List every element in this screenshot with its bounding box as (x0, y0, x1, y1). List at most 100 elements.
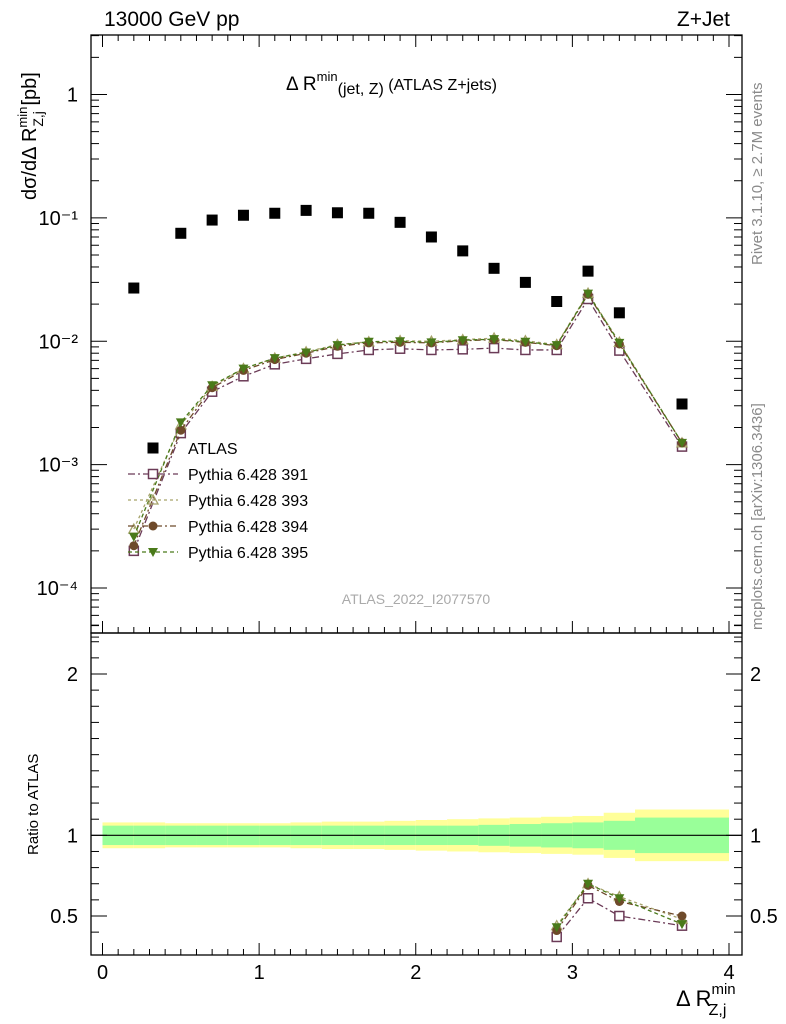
point-data (128, 282, 140, 294)
point-data (300, 204, 312, 216)
point-p395 (301, 348, 312, 358)
plot-title: Δ Rmin(jet, Z) (ATLAS Z+jets) (286, 69, 497, 98)
x-tick-label: 0 (97, 962, 108, 984)
main-y-label-suffix: [pb] (19, 72, 41, 111)
plot-title-suffix: (ATLAS Z+jets) (384, 77, 497, 94)
main-y-label-sup: min (15, 107, 30, 128)
y-tick-label: 10⁻³ (39, 455, 79, 477)
point-data (488, 262, 500, 274)
point-data (394, 216, 406, 228)
point-data (676, 398, 688, 410)
y-tick-label: 10⁻¹ (39, 208, 79, 230)
point-p395 (332, 341, 343, 351)
point-p395 (489, 335, 500, 345)
legend-label-p391: Pythia 6.428 391 (188, 467, 308, 484)
ratio-y-tick-label-left: 2 (67, 664, 78, 686)
legend-marker-p391 (147, 468, 159, 480)
ratio-y-tick-label-right: 2 (750, 664, 761, 686)
side-text-rivet: Rivet 3.1.10, ≥ 2.7M events (749, 83, 766, 266)
point-p395 (363, 337, 374, 347)
legend-marker-data (147, 442, 159, 454)
series-line-p391 (133, 297, 683, 552)
ratio-point-p391 (614, 910, 625, 922)
point-data (331, 207, 343, 219)
main-panel: 10⁻⁴ 10⁻³ 10⁻² 10⁻¹ 1 (37, 34, 743, 638)
x-label-sup: min (711, 981, 735, 998)
legend-item-p391: Pythia 6.428 391 (128, 467, 308, 484)
point-data (363, 207, 375, 219)
legend-item-p395: Pythia 6.428 395 (128, 545, 308, 562)
header-process: Z+Jet (677, 8, 730, 31)
ratio-series-p395 (551, 879, 688, 933)
point-p394 (176, 425, 186, 435)
point-data (613, 307, 625, 319)
x-tick-label: 2 (410, 962, 421, 984)
legend-item-data: ATLAS (147, 441, 238, 458)
point-data (551, 295, 563, 307)
point-p395 (128, 532, 139, 542)
point-p395 (175, 418, 186, 428)
legend-item-p394: Pythia 6.428 394 (128, 519, 308, 536)
point-p395 (614, 338, 625, 348)
point-p395 (551, 341, 562, 351)
series-data (128, 204, 688, 410)
x-label-sub: Z,j (709, 1002, 727, 1019)
ratio-y-tick-label-right: 1 (750, 825, 761, 847)
x-tick-label: 3 (567, 962, 578, 984)
x-label-prefix: Δ R (676, 986, 711, 1011)
plot-title-prefix: Δ R (286, 74, 317, 95)
point-p395 (238, 364, 249, 374)
point-p394 (129, 541, 139, 551)
ratio-point-p395 (551, 923, 562, 933)
legend-label-p395: Pythia 6.428 395 (188, 545, 308, 562)
legend-marker-p395 (148, 548, 158, 557)
point-p395 (457, 336, 468, 346)
main-frame (90, 34, 743, 634)
series-p394 (129, 289, 687, 551)
point-p395 (583, 289, 594, 299)
series-p391 (128, 293, 688, 557)
y-tick-label: 10⁻² (39, 331, 79, 353)
x-tick-label: 4 (723, 962, 734, 984)
ratio-point-p391 (582, 893, 594, 904)
point-p395 (677, 438, 688, 448)
legend-item-p393: Pythia 6.428 393 (128, 493, 308, 510)
point-p391 (488, 342, 500, 354)
point-data (206, 214, 218, 226)
series-p395 (128, 289, 688, 542)
legend-marker-p393 (146, 493, 160, 505)
ratio-y-tick-label-left: 0.5 (50, 906, 78, 928)
ratio-point-p395 (614, 894, 625, 904)
point-data (519, 276, 531, 288)
point-p395 (395, 337, 406, 347)
plot-title-sub: (jet, Z) (338, 81, 384, 98)
point-p395 (426, 338, 437, 348)
y-tick-label: 1 (67, 85, 78, 107)
plot-title-sup: min (317, 69, 338, 84)
ratio-y-axis-label: Ratio to ATLAS (25, 754, 42, 855)
point-p395 (207, 381, 218, 391)
y-tick-label: 10⁻⁴ (37, 578, 78, 600)
ratio-y-tick-label-left: 1 (67, 825, 78, 847)
point-p391 (457, 344, 468, 355)
point-p395 (520, 337, 531, 347)
side-text-mcplots: mcplots.cern.ch [arXiv:1306.3436] (749, 403, 766, 630)
legend-marker-p394 (148, 521, 158, 531)
ratio-point-p394 (677, 911, 687, 921)
header-energy: 13000 GeV pp (104, 8, 239, 31)
point-data (457, 245, 469, 257)
ratio-line-p394 (556, 884, 683, 931)
ratio-series-p394 (552, 880, 687, 936)
ratio-point-p395 (677, 920, 688, 930)
point-data (269, 207, 281, 219)
point-data (237, 209, 249, 221)
main-y-label-prefix: dσ/dΔ R (19, 128, 41, 200)
legend-label-p393: Pythia 6.428 393 (188, 493, 308, 510)
legend-label-p394: Pythia 6.428 394 (188, 519, 308, 536)
point-data (175, 227, 187, 239)
ratio-line-p395 (556, 882, 683, 928)
legend: ATLAS Pythia 6.428 391 Pythia 6.428 393 Pyt… (128, 441, 308, 562)
series-line-p393 (133, 292, 683, 530)
x-tick-label: 1 (254, 962, 265, 984)
legend-label-data: ATLAS (188, 441, 238, 458)
